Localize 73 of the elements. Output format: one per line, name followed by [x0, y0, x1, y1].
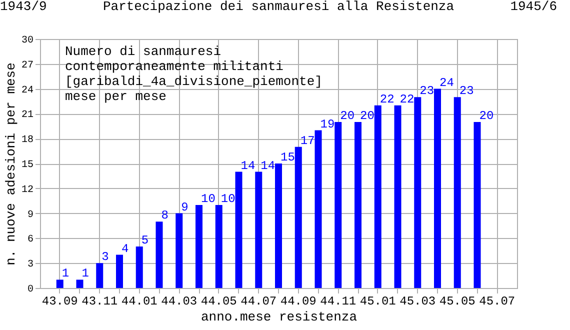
data-label: 4 — [122, 242, 129, 256]
text: 1943/9 — [0, 0, 47, 14]
bar — [474, 122, 481, 288]
bar — [176, 213, 183, 288]
bar — [334, 122, 342, 288]
annotation: Numero di sanmauresi contemporaneamente militanti [garibaldi_4a_divisione_piemonte] mese per mese — [65, 44, 322, 104]
chart-title: Partecipazione dei sanmauresi alla Resistenza — [102, 0, 454, 14]
bar — [374, 105, 382, 288]
y-tick-label: 12 — [21, 184, 34, 196]
data-label: 22 — [400, 92, 414, 106]
x-tick-label: 43.11 — [82, 294, 118, 308]
y-tick-label: 6 — [27, 234, 34, 246]
data-label: 10 — [220, 192, 236, 206]
data-label: 17 — [300, 134, 315, 148]
x-tick-label: 45.01 — [360, 294, 396, 308]
x-tick-label: 44.05 — [200, 294, 237, 308]
bar — [255, 172, 262, 288]
data-label: 5 — [141, 234, 149, 248]
bar — [56, 280, 64, 288]
bar — [136, 246, 143, 288]
x-tick-label: 45.07 — [479, 294, 516, 308]
y-tick-label: 18 — [21, 135, 34, 146]
y-tick-label: 3 — [27, 260, 34, 271]
bar — [116, 254, 123, 288]
bar — [275, 164, 282, 288]
data-label: 24 — [440, 76, 454, 90]
x-axis-title: anno.mese resistenza — [200, 310, 358, 324]
data-label: 20 — [340, 109, 355, 123]
data-label: 10 — [201, 192, 216, 206]
data-label: 15 — [280, 150, 295, 164]
y-tick-label: 15 — [21, 160, 34, 171]
y-tick-label: 24 — [21, 85, 34, 96]
data-label: 1 — [62, 266, 70, 281]
y-tick-label: 21 — [21, 110, 34, 122]
x-tick-label: 43.09 — [42, 294, 78, 308]
data-label: 20 — [479, 109, 494, 123]
bar — [196, 205, 202, 288]
x-tick-label: 44.07 — [240, 294, 277, 308]
x-tick-label: 44.03 — [161, 294, 198, 308]
bar — [76, 280, 84, 288]
data-label: 8 — [161, 208, 168, 223]
y-tick-label: 30 — [21, 36, 34, 46]
text: 1945/6 — [510, 0, 557, 14]
data-label: 9 — [181, 200, 188, 214]
x-tick-label: 45.03 — [400, 294, 436, 308]
y-axis-title: n. nuove adesioni per mese — [4, 62, 18, 266]
data-label: 22 — [380, 92, 394, 106]
data-label: 19 — [320, 117, 335, 132]
bar — [414, 97, 422, 288]
bar — [156, 222, 163, 288]
bar — [314, 130, 322, 288]
data-label: 20 — [360, 109, 374, 123]
bar — [434, 88, 441, 288]
bar — [235, 172, 242, 288]
x-tick-label: 45.05 — [439, 294, 476, 308]
bar — [454, 97, 461, 288]
y-tick-label: 0 — [27, 284, 34, 296]
x-tick-label: 44.09 — [280, 294, 316, 308]
bar — [354, 122, 362, 288]
x-tick-label: 44.11 — [320, 294, 356, 308]
data-label: 3 — [102, 250, 109, 264]
data-label: 23 — [459, 84, 474, 98]
y-tick-label: 9 — [27, 210, 34, 221]
x-tick-label: 44.01 — [121, 294, 158, 308]
y-tick-label: 27 — [21, 60, 34, 72]
data-label: 23 — [420, 84, 434, 98]
data-label: 1 — [82, 266, 89, 281]
bar — [294, 146, 302, 288]
bar — [394, 105, 402, 288]
data-label: 14 — [240, 158, 256, 173]
bar — [215, 205, 222, 288]
data-label: 14 — [260, 158, 276, 173]
bar — [96, 263, 104, 288]
